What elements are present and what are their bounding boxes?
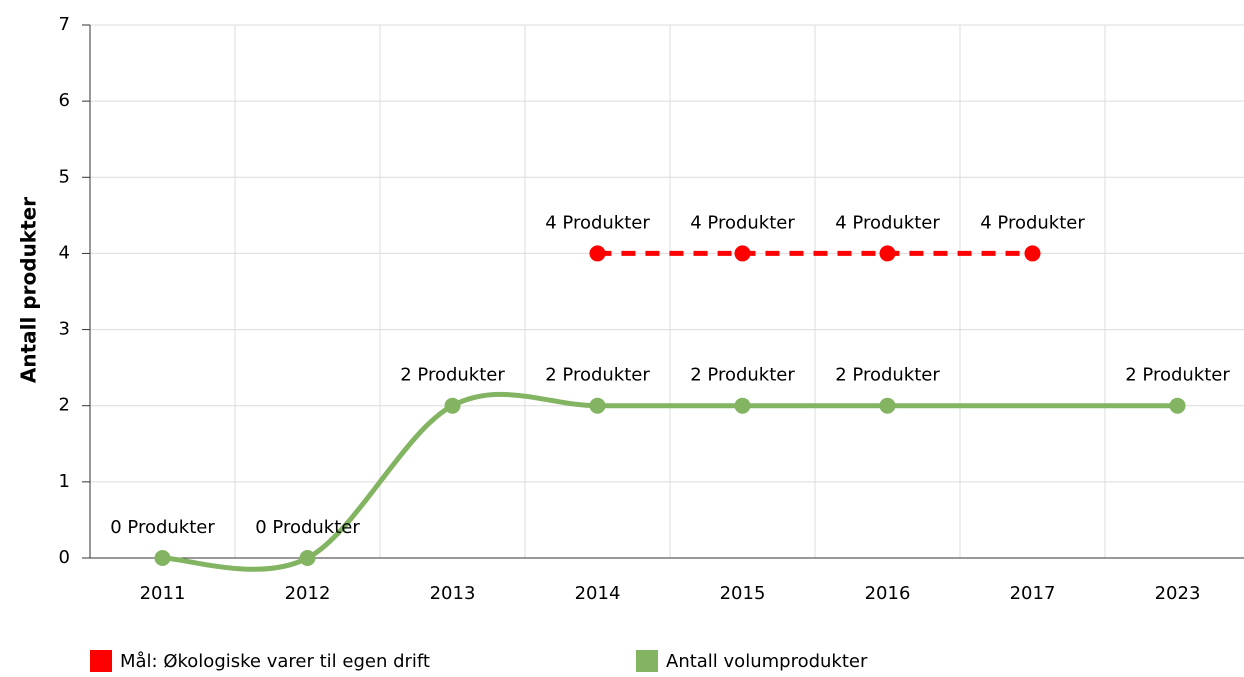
legend-label: Antall volumprodukter	[666, 651, 868, 672]
x-tick-label: 2015	[720, 583, 766, 604]
legend-swatch	[636, 650, 658, 672]
y-tick-label: 6	[59, 90, 70, 111]
point	[299, 550, 316, 566]
y-tick-label: 0	[59, 547, 70, 568]
data-label: 0 Produkter	[255, 517, 360, 538]
data-label: 4 Produkter	[545, 212, 650, 233]
data-label: 2 Produkter	[545, 365, 650, 386]
x-tick-label: 2014	[575, 583, 621, 604]
y-axis-label: Antall produkter	[17, 197, 41, 383]
data-label: 4 Produkter	[980, 212, 1085, 233]
point	[1169, 397, 1186, 414]
y-tick-label: 3	[59, 319, 70, 340]
x-tick-label: 2012	[285, 583, 331, 604]
data-label: 2 Produkter	[1125, 365, 1230, 386]
data-label: 2 Produkter	[400, 365, 505, 386]
point	[879, 245, 896, 262]
y-tick-label: 7	[59, 14, 70, 35]
x-tick-label: 2013	[430, 583, 476, 604]
legend-swatch	[90, 650, 112, 672]
data-label: 4 Produkter	[690, 212, 795, 233]
point	[589, 397, 606, 414]
x-tick-label: 2011	[140, 583, 186, 604]
point	[734, 245, 751, 262]
y-tick-label: 2	[59, 395, 70, 416]
point	[444, 397, 461, 414]
data-label: 4 Produkter	[835, 212, 940, 233]
point	[734, 397, 751, 414]
x-tick-label: 2016	[865, 583, 911, 604]
legend-label: Mål: Økologiske varer til egen drift	[120, 651, 430, 672]
point	[879, 397, 896, 414]
x-tick-label: 2023	[1155, 583, 1201, 604]
data-label: 2 Produkter	[835, 365, 940, 386]
data-label: 0 Produkter	[110, 517, 215, 538]
x-tick-label: 2017	[1010, 583, 1056, 604]
point	[154, 550, 171, 566]
y-tick-label: 1	[59, 471, 70, 492]
y-tick-label: 5	[59, 166, 70, 187]
point	[589, 245, 606, 262]
point	[1024, 245, 1041, 262]
data-label: 2 Produkter	[690, 365, 795, 386]
y-tick-label: 4	[59, 242, 70, 263]
